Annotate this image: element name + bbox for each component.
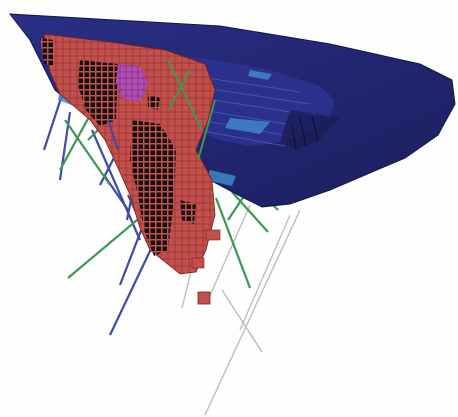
orebody-block-model: [40, 33, 221, 305]
foreground-drillholes: [107, 59, 216, 161]
grey-drillholes: [181, 204, 301, 416]
